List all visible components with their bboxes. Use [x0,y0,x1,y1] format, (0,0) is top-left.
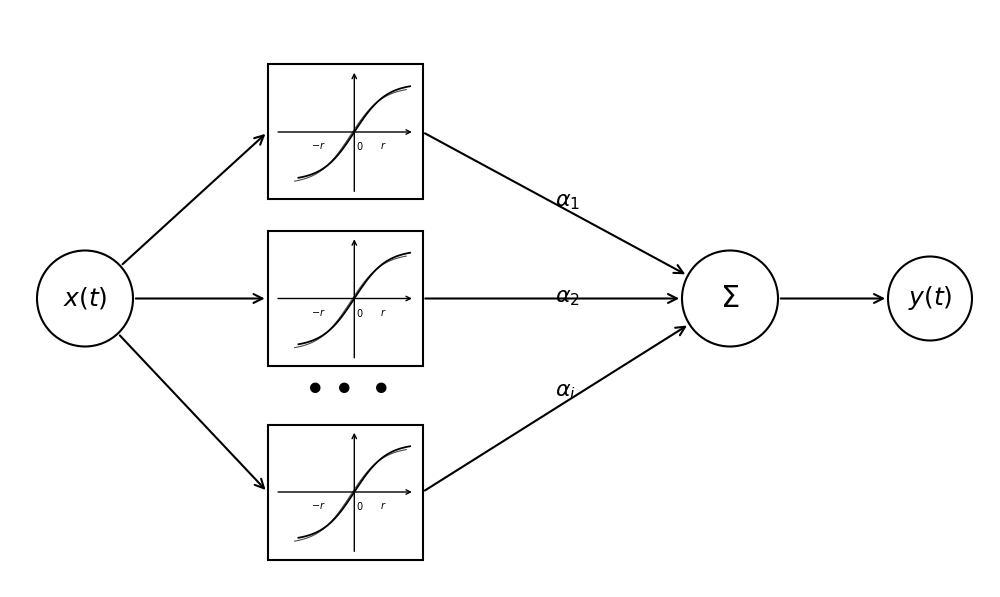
Text: $\Sigma$: $\Sigma$ [720,284,740,313]
Text: $0$: $0$ [356,500,363,512]
Text: $r$: $r$ [380,307,387,318]
Text: $-r$: $-r$ [311,140,326,151]
Text: $\alpha_i$: $\alpha_i$ [555,382,576,402]
Text: $r$: $r$ [380,500,387,511]
Text: $0$: $0$ [356,140,363,152]
Text: $-r$: $-r$ [311,500,326,511]
Text: $\alpha_1$: $\alpha_1$ [555,192,580,212]
Text: $r$: $r$ [380,140,387,151]
Circle shape [682,251,778,346]
Bar [268,64,422,199]
Text: $0$: $0$ [356,307,363,319]
Text: $\bullet\bullet\bullet$: $\bullet\bullet\bullet$ [303,370,387,404]
Circle shape [888,257,972,340]
Text: $x(t)$: $x(t)$ [63,285,107,312]
Bar [268,424,422,559]
Bar [268,231,422,366]
Text: $\alpha_2$: $\alpha_2$ [555,288,580,309]
Circle shape [37,251,133,346]
Text: $-r$: $-r$ [311,307,326,318]
Text: $y(t)$: $y(t)$ [908,285,952,312]
